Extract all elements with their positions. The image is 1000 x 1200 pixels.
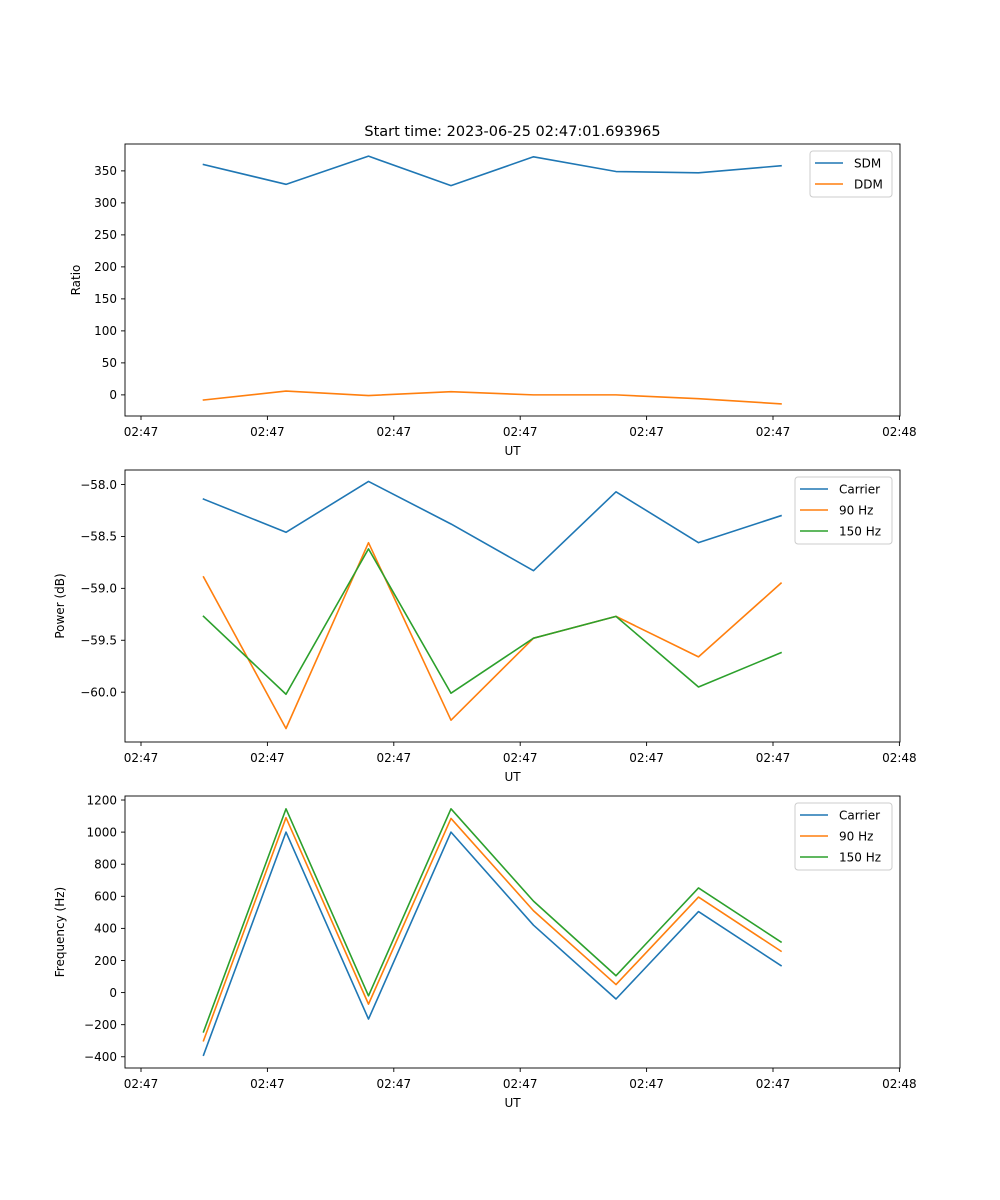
x-tick-label: 02:47 <box>124 425 159 439</box>
series-line-90-hz <box>202 541 783 730</box>
x-tick-label: 02:47 <box>503 1077 538 1091</box>
y-tick-label: 50 <box>102 356 117 370</box>
x-axis-label: UT <box>504 444 521 458</box>
x-tick-label: 02:47 <box>503 751 538 765</box>
x-tick-label: 02:47 <box>124 1077 159 1091</box>
legend: Carrier 90 Hz 150 Hz <box>794 476 893 545</box>
legend-entry: DDM <box>854 177 883 191</box>
chart-panel-1: 02:47 02:47 02:47 02:47 02:47 02:47 02:48 0 50 10… <box>69 143 917 458</box>
legend-entry: 150 Hz <box>839 524 881 538</box>
legend-entry: 150 Hz <box>839 850 881 864</box>
legend: Carrier 90 Hz 150 Hz <box>794 802 893 871</box>
y-tick-label: −200 <box>84 1018 117 1032</box>
y-tick-label: 0 <box>109 388 117 402</box>
x-tick-label: 02:47 <box>377 1077 412 1091</box>
y-axis-label: Frequency (Hz) <box>53 887 67 978</box>
y-tick-label: 100 <box>94 324 117 338</box>
x-tick-label: 02:47 <box>629 425 664 439</box>
legend-box <box>794 802 893 871</box>
y-axis-label: Power (dB) <box>53 573 67 638</box>
x-tick-label: 02:47 <box>629 751 664 765</box>
y-tick-label: 0 <box>109 986 117 1000</box>
y-tick-label: −59.0 <box>80 582 117 596</box>
y-tick-label: −58.0 <box>80 478 117 492</box>
plot-frame <box>124 469 901 743</box>
legend: SDM DDM <box>809 150 893 198</box>
y-tick-label: 800 <box>94 858 117 872</box>
series-line-150-hz <box>202 548 783 696</box>
y-tick-label: 200 <box>94 260 117 274</box>
x-tick-label: 02:47 <box>250 1077 285 1091</box>
charts-container: 02:47 02:47 02:47 02:47 02:47 02:47 02:48 0 50 10… <box>53 143 917 1110</box>
series-line-ddm <box>202 390 782 405</box>
x-tick-label: 02:48 <box>882 751 917 765</box>
y-tick-label: 1000 <box>86 825 117 839</box>
legend-entry: SDM <box>854 156 881 170</box>
x-tick-label: 02:48 <box>882 425 917 439</box>
series-line-90-hz <box>202 816 783 1042</box>
y-tick-label: 600 <box>94 890 117 904</box>
plot-frame <box>124 143 901 417</box>
chart-title: Start time: 2023-06-25 02:47:01.693965 <box>364 124 660 140</box>
x-tick-label: 02:47 <box>629 1077 664 1091</box>
legend-entry: Carrier <box>839 808 880 822</box>
legend-box <box>794 476 893 545</box>
series-line-150-hz <box>202 808 783 1033</box>
x-tick-label: 02:47 <box>503 425 538 439</box>
plot-frame <box>124 795 901 1069</box>
x-tick-label: 02:47 <box>756 1077 791 1091</box>
y-tick-label: 300 <box>94 196 117 210</box>
y-tick-label: 250 <box>94 228 117 242</box>
x-tick-label: 02:47 <box>250 425 285 439</box>
legend-entry: 90 Hz <box>839 503 873 517</box>
y-tick-label: 1200 <box>86 793 117 807</box>
x-tick-label: 02:47 <box>756 751 791 765</box>
legend-entry: 90 Hz <box>839 829 873 843</box>
y-tick-label: −59.5 <box>80 634 117 648</box>
x-tick-label: 02:47 <box>377 751 412 765</box>
y-tick-label: 150 <box>94 292 117 306</box>
y-tick-label: 400 <box>94 922 117 936</box>
y-tick-label: −400 <box>84 1050 117 1064</box>
x-tick-label: 02:47 <box>250 751 285 765</box>
x-tick-label: 02:47 <box>756 425 791 439</box>
y-tick-label: 350 <box>94 164 117 178</box>
series-line-carrier <box>202 480 783 572</box>
y-tick-label: 200 <box>94 954 117 968</box>
y-tick-label: −60.0 <box>80 685 117 699</box>
chart-panel-3: 02:47 02:47 02:47 02:47 02:47 02:47 02:48 −400 −… <box>53 793 917 1110</box>
series-line-sdm <box>202 155 782 187</box>
x-tick-label: 02:48 <box>882 1077 917 1091</box>
series-line-carrier <box>202 831 783 1057</box>
x-axis-label: UT <box>504 770 521 784</box>
y-axis-label: Ratio <box>69 265 83 296</box>
legend-entry: Carrier <box>839 482 880 496</box>
x-tick-label: 02:47 <box>377 425 412 439</box>
x-axis-label: UT <box>504 1096 521 1110</box>
chart-panel-2: 02:47 02:47 02:47 02:47 02:47 02:47 02:48 −60.0… <box>53 469 917 784</box>
y-tick-label: −58.5 <box>80 530 117 544</box>
x-tick-label: 02:47 <box>124 751 159 765</box>
